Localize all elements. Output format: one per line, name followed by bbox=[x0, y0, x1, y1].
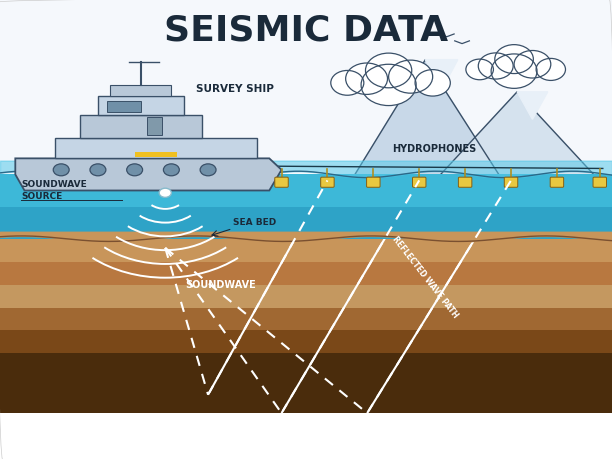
Circle shape bbox=[478, 53, 513, 79]
FancyBboxPatch shape bbox=[458, 177, 472, 187]
Bar bbox=[55, 138, 257, 158]
Polygon shape bbox=[441, 92, 594, 174]
Polygon shape bbox=[425, 60, 458, 92]
Circle shape bbox=[200, 164, 216, 176]
Bar bbox=[0, 262, 612, 285]
Bar bbox=[147, 117, 162, 135]
Circle shape bbox=[536, 58, 565, 80]
Text: SEA BED: SEA BED bbox=[233, 218, 276, 227]
Polygon shape bbox=[15, 158, 282, 190]
FancyBboxPatch shape bbox=[504, 177, 518, 187]
Text: SURVEY SHIP: SURVEY SHIP bbox=[196, 84, 274, 94]
Polygon shape bbox=[517, 92, 548, 119]
FancyBboxPatch shape bbox=[367, 177, 380, 187]
Circle shape bbox=[491, 54, 537, 88]
Text: ROCK LAYER: ROCK LAYER bbox=[267, 429, 345, 439]
Circle shape bbox=[389, 60, 433, 93]
Polygon shape bbox=[355, 60, 499, 174]
Circle shape bbox=[346, 63, 387, 95]
Bar bbox=[0, 353, 612, 413]
Bar bbox=[0, 0, 612, 174]
Text: SEISMIC DATA: SEISMIC DATA bbox=[164, 14, 448, 48]
FancyBboxPatch shape bbox=[412, 177, 426, 187]
Bar bbox=[80, 115, 202, 138]
Circle shape bbox=[361, 64, 416, 106]
Circle shape bbox=[53, 164, 69, 176]
Circle shape bbox=[415, 70, 450, 96]
Circle shape bbox=[90, 164, 106, 176]
Circle shape bbox=[163, 164, 179, 176]
Circle shape bbox=[330, 71, 364, 95]
Circle shape bbox=[514, 50, 551, 78]
Circle shape bbox=[466, 59, 493, 80]
Bar bbox=[135, 152, 177, 157]
FancyBboxPatch shape bbox=[107, 101, 141, 112]
FancyBboxPatch shape bbox=[593, 177, 606, 187]
Text: SOUNDWAVE
SOURCE: SOUNDWAVE SOURCE bbox=[21, 180, 87, 201]
Circle shape bbox=[127, 164, 143, 176]
Bar bbox=[0, 207, 612, 239]
Bar bbox=[0, 308, 612, 330]
Circle shape bbox=[494, 45, 533, 73]
Circle shape bbox=[365, 53, 412, 88]
FancyBboxPatch shape bbox=[550, 177, 564, 187]
FancyBboxPatch shape bbox=[275, 177, 288, 187]
Circle shape bbox=[159, 188, 171, 197]
Bar bbox=[0, 174, 612, 239]
Bar bbox=[98, 96, 184, 115]
Bar bbox=[0, 239, 612, 262]
FancyBboxPatch shape bbox=[321, 177, 334, 187]
Bar bbox=[110, 85, 171, 96]
Text: SOUNDWAVE: SOUNDWAVE bbox=[185, 280, 256, 290]
Text: REFLECTED WAVE PATH: REFLECTED WAVE PATH bbox=[390, 235, 460, 320]
Bar bbox=[0, 330, 612, 353]
Bar bbox=[0, 285, 612, 308]
Text: HYDROPHONES: HYDROPHONES bbox=[392, 144, 477, 154]
